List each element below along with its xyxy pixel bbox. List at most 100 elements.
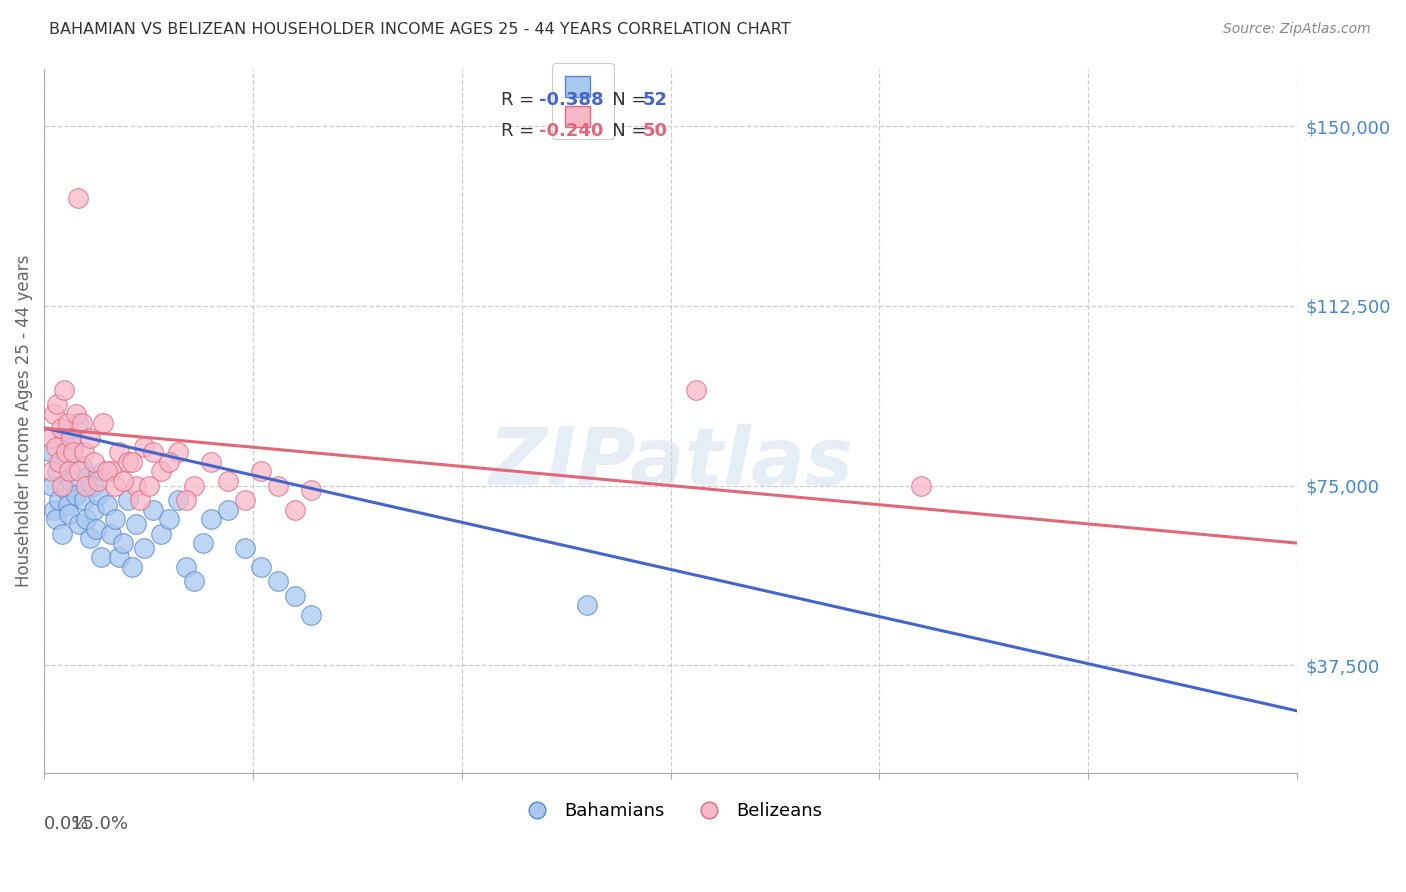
Point bbox=[79, 531, 101, 545]
Point bbox=[142, 445, 165, 459]
Point bbox=[217, 502, 239, 516]
Point bbox=[150, 526, 173, 541]
Text: 15.0%: 15.0% bbox=[70, 815, 128, 833]
Point bbox=[44, 407, 66, 421]
Text: 50: 50 bbox=[643, 121, 668, 139]
Point bbox=[121, 560, 143, 574]
Point bbox=[65, 488, 87, 502]
Point bbox=[157, 454, 180, 468]
Point bbox=[108, 445, 131, 459]
Point bbox=[301, 607, 323, 622]
Point bbox=[84, 522, 107, 536]
Point bbox=[125, 478, 148, 492]
Point bbox=[910, 478, 932, 492]
Text: 52: 52 bbox=[643, 91, 668, 109]
Point bbox=[53, 383, 76, 397]
Point bbox=[217, 474, 239, 488]
Point bbox=[70, 416, 93, 430]
Point bbox=[83, 454, 105, 468]
Point bbox=[48, 492, 70, 507]
Point bbox=[200, 454, 222, 468]
Point bbox=[49, 421, 72, 435]
Point bbox=[250, 560, 273, 574]
Point bbox=[138, 478, 160, 492]
Point bbox=[41, 464, 63, 478]
Point bbox=[53, 431, 76, 445]
Point bbox=[39, 431, 62, 445]
Point bbox=[150, 464, 173, 478]
Text: Source: ZipAtlas.com: Source: ZipAtlas.com bbox=[1223, 22, 1371, 37]
Point bbox=[59, 474, 82, 488]
Point bbox=[87, 488, 110, 502]
Text: R =: R = bbox=[502, 91, 540, 109]
Point bbox=[301, 483, 323, 498]
Point bbox=[233, 541, 256, 555]
Point bbox=[284, 589, 307, 603]
Y-axis label: Householder Income Ages 25 - 44 years: Householder Income Ages 25 - 44 years bbox=[15, 255, 32, 587]
Point bbox=[56, 498, 79, 512]
Point bbox=[83, 502, 105, 516]
Point bbox=[62, 440, 84, 454]
Point bbox=[129, 492, 152, 507]
Point bbox=[108, 550, 131, 565]
Point bbox=[62, 445, 84, 459]
Point bbox=[233, 492, 256, 507]
Point bbox=[58, 464, 80, 478]
Point bbox=[39, 445, 62, 459]
Point bbox=[58, 508, 80, 522]
Point bbox=[41, 478, 63, 492]
Point bbox=[117, 492, 139, 507]
Point bbox=[250, 464, 273, 478]
Text: -0.388: -0.388 bbox=[538, 91, 603, 109]
Text: ZIPatlas: ZIPatlas bbox=[488, 424, 853, 502]
Point bbox=[59, 431, 82, 445]
Point bbox=[73, 445, 96, 459]
Point bbox=[82, 478, 104, 492]
Point bbox=[46, 397, 69, 411]
Text: N =: N = bbox=[596, 121, 652, 139]
Point bbox=[66, 416, 89, 430]
Point bbox=[73, 492, 96, 507]
Point bbox=[166, 445, 188, 459]
Point bbox=[166, 492, 188, 507]
Point bbox=[45, 440, 67, 454]
Point bbox=[67, 464, 90, 478]
Text: R =: R = bbox=[502, 121, 540, 139]
Point bbox=[90, 550, 112, 565]
Point bbox=[104, 478, 127, 492]
Point bbox=[44, 502, 66, 516]
Point bbox=[65, 407, 87, 421]
Point bbox=[183, 574, 205, 589]
Point bbox=[125, 516, 148, 531]
Text: 0.0%: 0.0% bbox=[44, 815, 90, 833]
Point bbox=[55, 483, 77, 498]
Point bbox=[51, 526, 73, 541]
Point bbox=[134, 541, 156, 555]
Point bbox=[100, 464, 122, 478]
Point bbox=[45, 512, 67, 526]
Point bbox=[75, 512, 97, 526]
Point bbox=[104, 512, 127, 526]
Legend: Bahamians, Belizeans: Bahamians, Belizeans bbox=[512, 795, 830, 828]
Point bbox=[191, 536, 214, 550]
Point bbox=[174, 492, 197, 507]
Point bbox=[267, 574, 290, 589]
Point bbox=[142, 502, 165, 516]
Point bbox=[55, 445, 77, 459]
Point bbox=[112, 474, 135, 488]
Point bbox=[70, 459, 93, 474]
Point bbox=[183, 478, 205, 492]
Point bbox=[112, 536, 135, 550]
Point bbox=[46, 464, 69, 478]
Point bbox=[76, 469, 98, 483]
Point bbox=[96, 464, 118, 478]
Point bbox=[100, 526, 122, 541]
Point bbox=[200, 512, 222, 526]
Point bbox=[48, 454, 70, 468]
Text: BAHAMIAN VS BELIZEAN HOUSEHOLDER INCOME AGES 25 - 44 YEARS CORRELATION CHART: BAHAMIAN VS BELIZEAN HOUSEHOLDER INCOME … bbox=[49, 22, 790, 37]
Text: -0.240: -0.240 bbox=[538, 121, 603, 139]
Point bbox=[685, 383, 707, 397]
Point bbox=[576, 599, 599, 613]
Point bbox=[66, 191, 89, 205]
Point bbox=[91, 464, 114, 478]
